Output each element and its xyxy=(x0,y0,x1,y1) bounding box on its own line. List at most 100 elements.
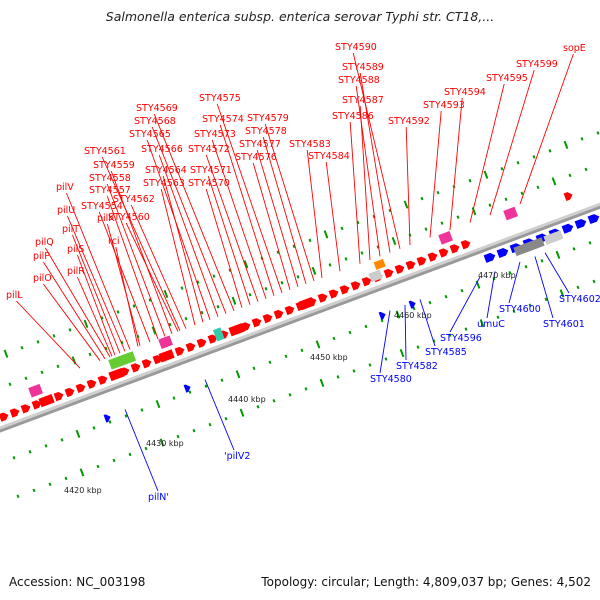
leader-line xyxy=(449,276,481,333)
forward-gene-arrow xyxy=(361,277,372,287)
gene-label: STY4576 xyxy=(235,152,277,163)
forward-gene-arrow xyxy=(416,256,427,266)
leader-line xyxy=(204,379,235,451)
tick-mark xyxy=(496,315,500,320)
leader-line xyxy=(405,126,411,246)
leader-line xyxy=(449,97,463,231)
forward-gene-arrow xyxy=(438,248,449,258)
leader-line xyxy=(352,52,401,249)
forward-gene-block xyxy=(38,393,55,408)
tick-mark xyxy=(155,399,161,409)
gene-label: STY4578 xyxy=(245,126,287,137)
leader-line xyxy=(486,271,496,319)
leader-line xyxy=(508,261,521,304)
gene-label: STY4563 xyxy=(143,178,185,189)
gene-label: STY4565 xyxy=(129,129,171,140)
gene-label: pilR xyxy=(67,266,85,277)
tick-mark xyxy=(243,260,249,269)
gene-label: STY4564 xyxy=(145,165,187,176)
kbp-label: 4460 kbp xyxy=(394,311,432,320)
tick-mark xyxy=(68,328,72,332)
gene-label: STY4569 xyxy=(136,103,178,114)
gene-label: STY4559 xyxy=(93,160,135,171)
leader-line xyxy=(262,136,307,284)
tick-mark xyxy=(424,227,428,231)
gene-label: STY4554 xyxy=(81,201,123,212)
tick-mark xyxy=(184,316,188,321)
rna-feature xyxy=(368,269,383,283)
tick-mark xyxy=(416,345,420,349)
gene-label: STY4575 xyxy=(199,93,241,104)
forward-gene-arrow xyxy=(185,342,196,352)
tick-mark xyxy=(576,285,580,290)
leader-line xyxy=(162,175,204,323)
tick-mark xyxy=(444,294,448,299)
tick-mark xyxy=(508,271,512,275)
leader-line xyxy=(325,161,341,272)
tick-mark xyxy=(239,408,245,417)
backbone-shadow xyxy=(0,203,600,433)
tick-mark xyxy=(344,257,348,261)
tick-mark xyxy=(532,155,536,159)
tick-mark xyxy=(200,310,204,315)
genome-summary-text: Topology: circular; Length: 4,809,037 bp… xyxy=(261,575,591,589)
reverse-gene-arrow xyxy=(496,248,509,258)
leader-line xyxy=(160,188,196,326)
tick-mark xyxy=(563,140,569,149)
kbp-label: 4470 kbp xyxy=(478,271,516,280)
gene-label: pilN' xyxy=(148,492,169,503)
leader-line xyxy=(534,256,554,319)
gene-label: sopE xyxy=(563,43,586,54)
leader-line xyxy=(106,223,141,346)
tick-mark xyxy=(40,370,44,375)
leader-line xyxy=(76,276,113,357)
tick-mark xyxy=(428,300,432,305)
tick-mark xyxy=(588,241,592,245)
tick-mark xyxy=(44,444,48,448)
tick-mark xyxy=(163,289,169,299)
magenta-feature xyxy=(28,383,43,398)
leader-line xyxy=(252,162,291,290)
backbone-line xyxy=(0,202,600,430)
tick-mark xyxy=(504,197,508,202)
tick-mark xyxy=(551,177,557,186)
reverse-gene-arrow xyxy=(574,218,587,229)
tick-mark xyxy=(460,288,464,293)
forward-gene-arrow xyxy=(251,318,262,328)
tick-mark xyxy=(516,161,520,165)
forward-gene-arrow xyxy=(427,252,438,262)
tick-mark xyxy=(208,422,212,427)
gene-label: STY4596 xyxy=(440,333,482,344)
leader-line xyxy=(16,300,81,369)
leader-line xyxy=(45,247,111,358)
gene-labels: pilL pilO pilP pilQ pilS pilR pilT pilU pilV pilK… xyxy=(6,42,600,503)
gene-label: 'pilV2 xyxy=(224,451,250,462)
tick-mark xyxy=(12,456,16,460)
leader-line xyxy=(419,299,436,347)
pseudogene-feature xyxy=(543,230,564,245)
tick-mark xyxy=(319,378,325,387)
gene-label: STY4600 xyxy=(499,304,541,315)
kbp-label: 4440 kbp xyxy=(228,395,266,404)
tick-mark xyxy=(436,190,440,195)
gene-label: STY4602 xyxy=(559,294,600,305)
tick-mark xyxy=(399,348,405,358)
tick-mark xyxy=(483,170,489,179)
tick-mark xyxy=(540,259,544,263)
forward-gene-arrow xyxy=(86,379,97,389)
gene-label: pilU xyxy=(57,205,75,216)
gene-label: STY4592 xyxy=(388,116,430,127)
leader-line xyxy=(355,85,381,257)
forward-gene-arrow xyxy=(75,383,86,394)
gene-label: STY4588 xyxy=(338,75,380,86)
reverse-gene-arrow xyxy=(561,223,574,234)
tick-mark xyxy=(456,215,460,219)
forward-gene-arrow xyxy=(0,412,9,422)
gene-label: STY4580 xyxy=(370,374,412,385)
tick-mark xyxy=(176,434,180,439)
forward-gene-arrow xyxy=(53,391,64,402)
forward-gene-arrow xyxy=(350,281,361,291)
forward-gene-arrow xyxy=(207,334,218,344)
forward-gene-arrow xyxy=(383,268,394,279)
tick-mark xyxy=(420,196,424,201)
